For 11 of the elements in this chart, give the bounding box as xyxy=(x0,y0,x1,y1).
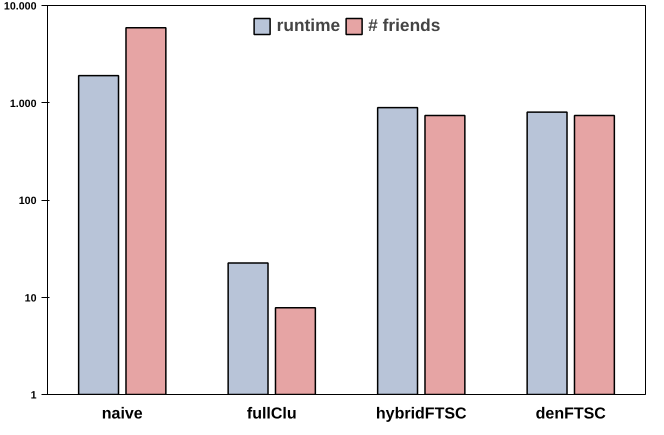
legend-label: runtime xyxy=(276,15,340,36)
y-tick-label: 1.000 xyxy=(10,98,37,110)
y-tick-label: 10.000 xyxy=(4,0,37,12)
x-tick-label: denFTSC xyxy=(536,406,606,422)
x-tick-label: naive xyxy=(102,406,143,422)
y-tick-label: 100 xyxy=(18,195,37,207)
y-tick-label: 10 xyxy=(24,292,37,304)
x-tick-label: hybridFTSC xyxy=(376,406,468,422)
y-tick-label: 1 xyxy=(30,390,37,402)
legend-label: # friends xyxy=(368,15,440,36)
x-tick-label: fullClu xyxy=(246,406,297,422)
